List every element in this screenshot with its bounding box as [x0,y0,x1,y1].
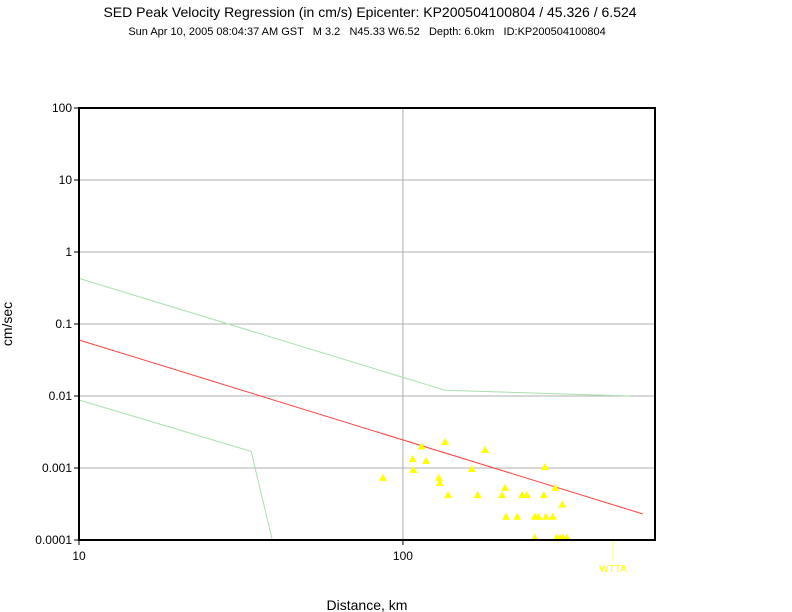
y-axis-label: cm/sec [0,302,15,346]
y-tick-label: 0.01 [49,389,73,403]
chart-subtitle: Sun Apr 10, 2005 08:04:37 AM GST M 3.2 N… [128,26,605,38]
point [551,483,560,491]
y-tick-label: 1 [65,245,72,259]
point [378,473,387,481]
point [533,512,542,520]
point [558,500,567,508]
y-tick-label: 0.1 [55,317,72,331]
point [513,512,522,520]
point [408,455,417,463]
point [440,437,449,445]
point [541,512,550,520]
x-tick-label: 10 [72,549,86,563]
point [539,491,548,499]
point [548,512,557,520]
line [78,277,630,397]
line [78,399,273,541]
x-tick-label: 100 [393,549,413,563]
point [443,491,452,499]
plot-frame [78,107,656,541]
y-tick-label: 10 [59,173,73,187]
point [409,465,418,473]
point [497,491,506,499]
point [522,491,531,499]
point [421,457,430,465]
chart-title: SED Peak Velocity Regression (in cm/s) E… [103,4,636,20]
point [417,442,426,450]
x-axis-label: Distance, km [327,597,408,612]
point [434,473,443,481]
point [501,512,510,520]
point [500,483,509,491]
point [473,491,482,499]
point [435,478,444,486]
point [480,445,489,453]
point [540,463,549,471]
point [467,464,476,472]
y-tick-label: 0.0001 [35,533,72,547]
annotation: WTTA [599,564,627,575]
y-tick-label: 100 [52,101,72,115]
y-tick-label: 0.001 [42,461,72,475]
line [78,339,643,515]
